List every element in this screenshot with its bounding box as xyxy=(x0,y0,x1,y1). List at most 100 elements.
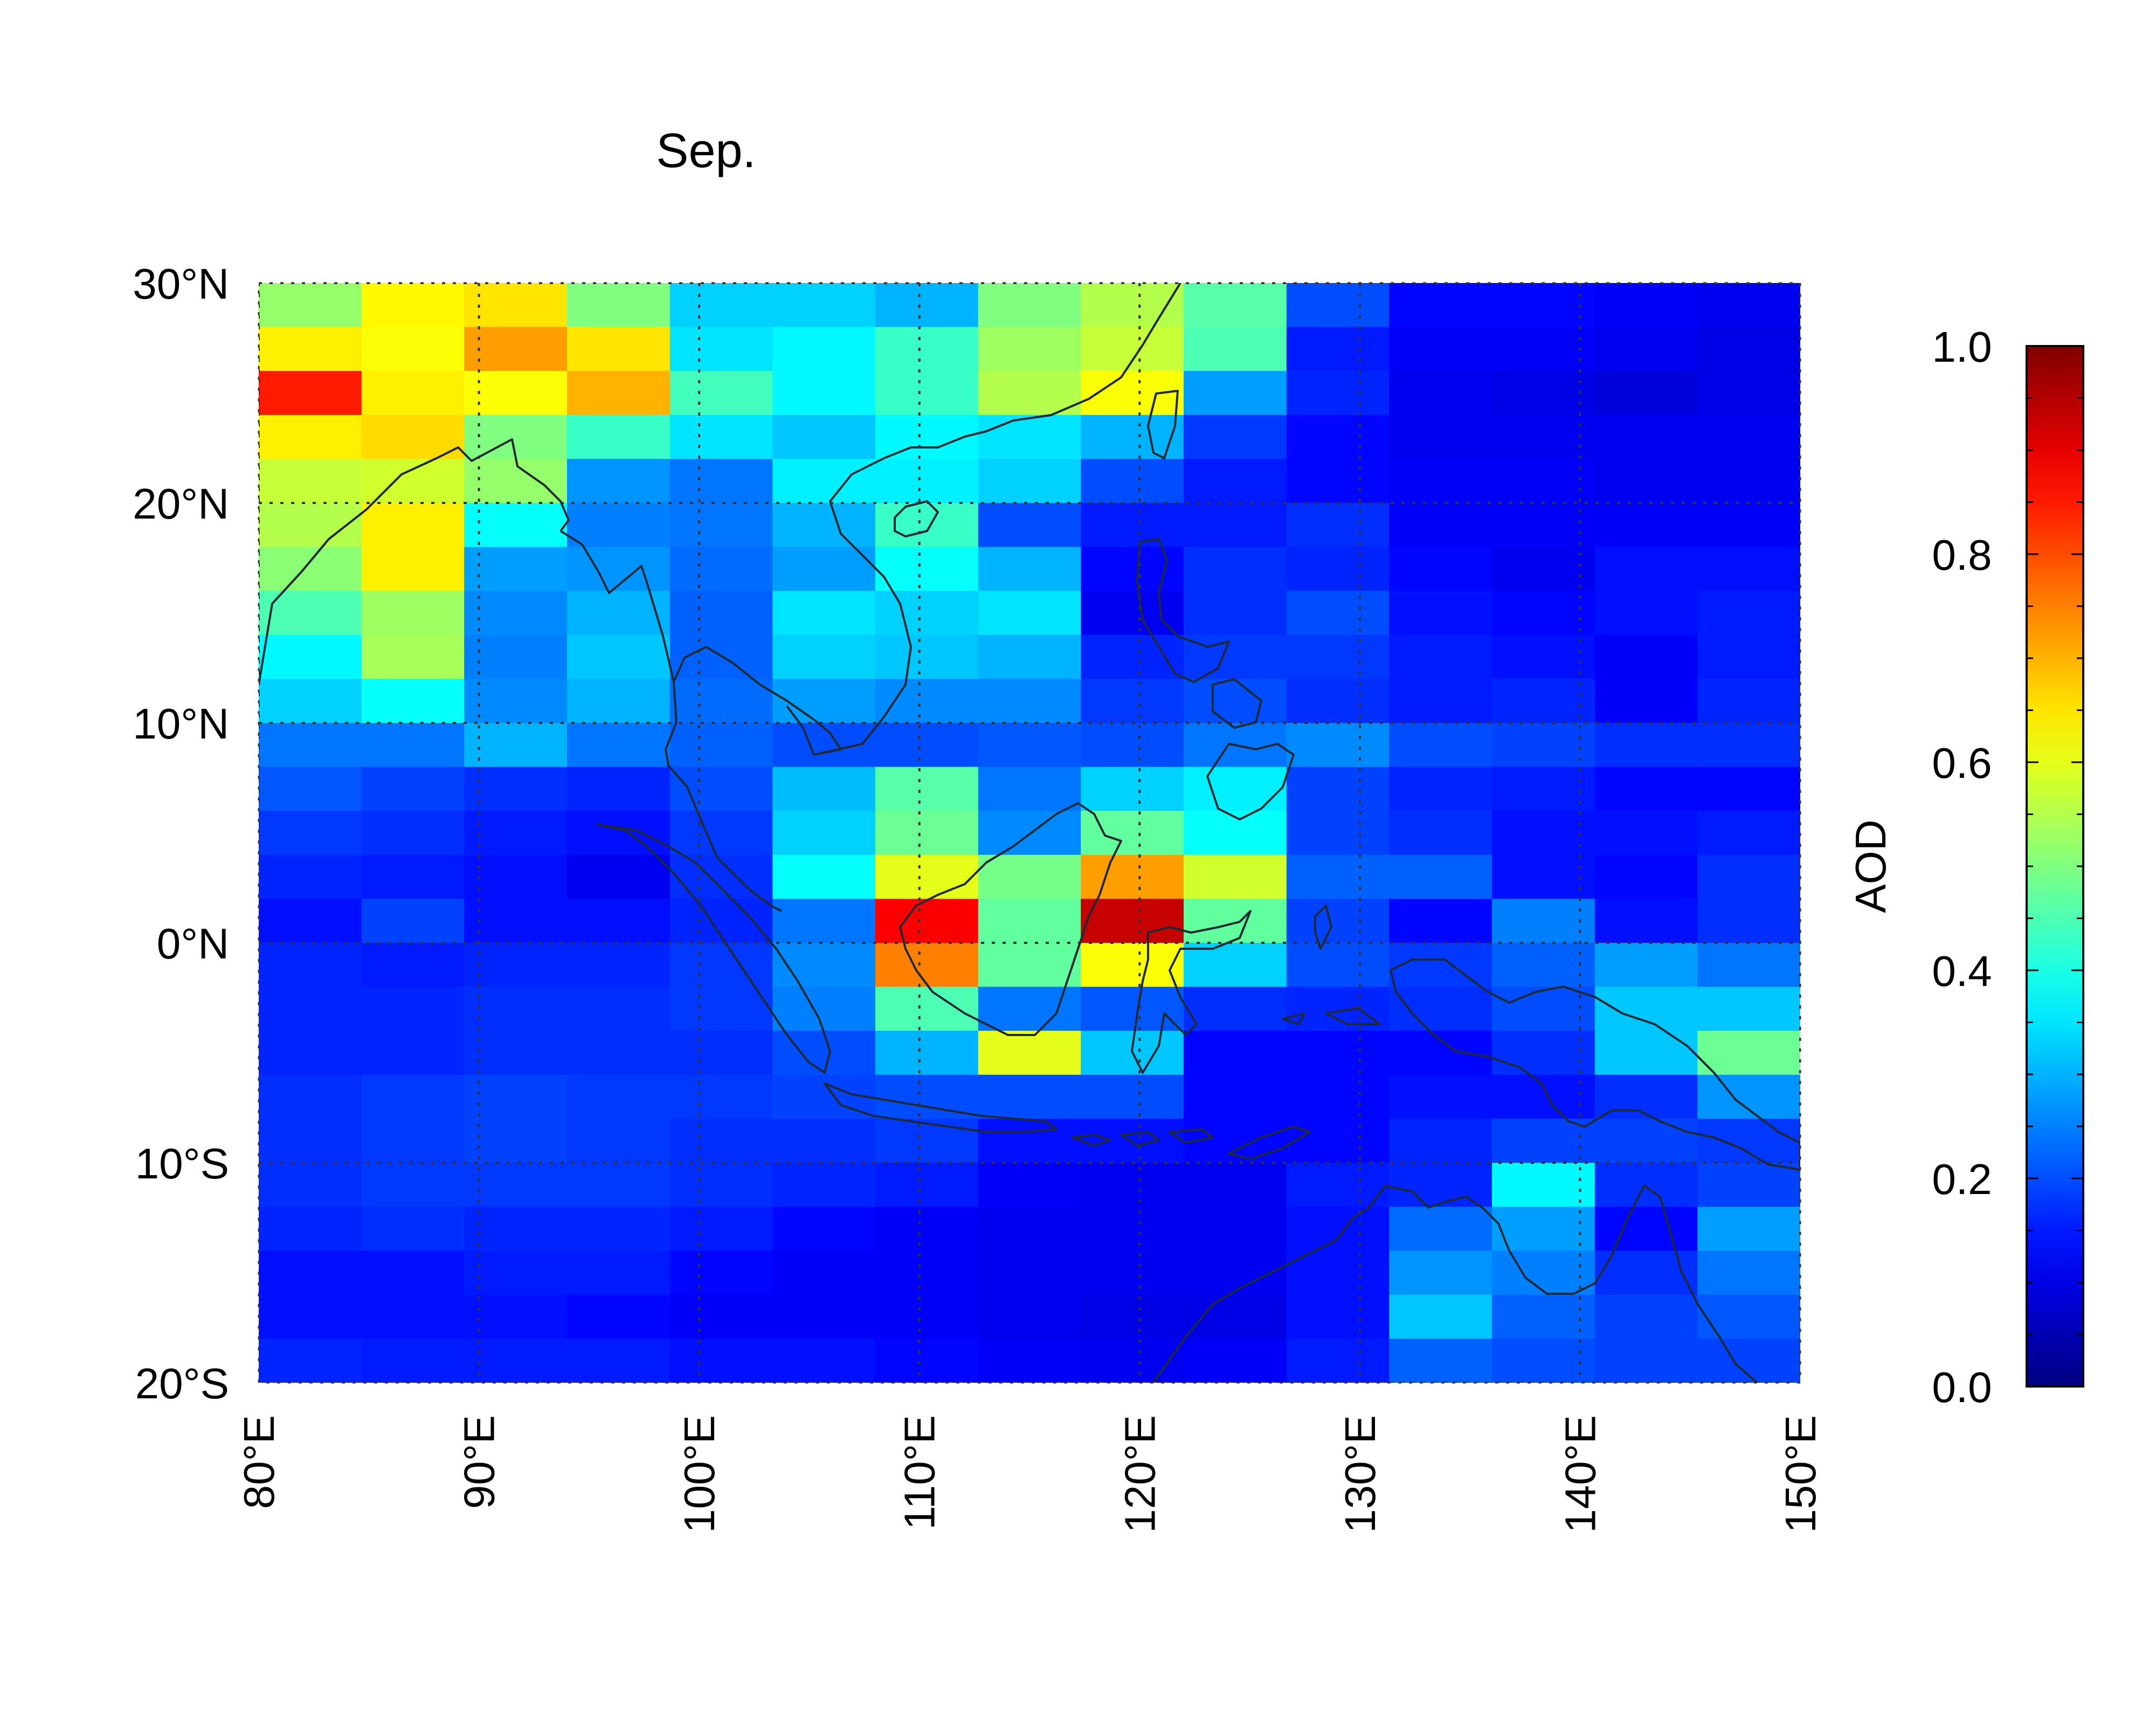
heatmap-cell xyxy=(875,679,979,723)
heatmap-cell xyxy=(1081,679,1184,723)
heatmap-cell xyxy=(1081,767,1184,811)
heatmap-cell xyxy=(1286,1031,1390,1075)
heatmap-cell xyxy=(361,634,465,680)
heatmap-cell xyxy=(1081,986,1184,1031)
heatmap-cell xyxy=(259,1206,362,1251)
heatmap-cell xyxy=(1492,415,1595,460)
x-tick-label: 150°E xyxy=(1777,1415,1825,1533)
heatmap-cell xyxy=(1286,679,1390,723)
heatmap-cell xyxy=(1697,1251,1800,1295)
heatmap-cell xyxy=(875,723,979,768)
heatmap-cell xyxy=(1492,591,1595,636)
coast-indochina xyxy=(673,283,1181,756)
heatmap-cell xyxy=(1492,899,1595,943)
colorbar-label: AOD xyxy=(1847,819,1895,913)
heatmap-cell xyxy=(361,283,465,328)
heatmap-cell xyxy=(669,1031,773,1075)
heatmap-cell xyxy=(669,1338,773,1383)
heatmap-cell xyxy=(259,1294,362,1340)
heatmap-cell xyxy=(772,459,876,503)
heatmap-cell xyxy=(1697,679,1800,723)
heatmap-cell xyxy=(1184,854,1287,900)
heatmap-cell xyxy=(1184,1294,1287,1340)
heatmap-cell xyxy=(875,283,979,328)
heatmap-cell xyxy=(1492,854,1595,900)
coast-taiwan xyxy=(1147,390,1179,459)
heatmap-cell xyxy=(1184,1031,1287,1075)
heatmap-cell xyxy=(669,1163,773,1208)
grid-lines xyxy=(259,283,1800,1383)
heatmap-cell xyxy=(1594,723,1698,768)
colorbar-tick-labels: 0.0 0.2 0.4 0.6 0.8 1.0 xyxy=(1932,323,1992,1411)
heatmap-cell xyxy=(567,767,671,811)
heatmap-cell xyxy=(978,1119,1081,1163)
coast-hainan xyxy=(894,500,939,537)
heatmap-cell xyxy=(1389,899,1492,943)
heatmap-cell xyxy=(669,547,773,591)
heatmap-cell xyxy=(464,591,568,636)
heatmap-cell xyxy=(1697,459,1800,503)
heatmap-cell xyxy=(259,1251,362,1295)
colorbar-tick-label: 1.0 xyxy=(1932,323,1992,371)
heatmap-cell xyxy=(567,283,671,328)
heatmap-cell xyxy=(978,283,1081,328)
heatmap-cell xyxy=(1697,943,1800,988)
heatmap-cell xyxy=(361,1251,465,1295)
heatmap-cell xyxy=(1697,1294,1800,1340)
heatmap-cell xyxy=(772,283,876,328)
heatmap-cell xyxy=(464,854,568,900)
heatmap-cell xyxy=(875,811,979,855)
heatmap-cell xyxy=(1286,415,1390,460)
heatmap-cell xyxy=(1184,767,1287,811)
heatmap-cell xyxy=(772,943,876,988)
heatmap-cell xyxy=(1492,1338,1595,1383)
heatmap-cell xyxy=(978,943,1081,988)
heatmap-cell xyxy=(1492,767,1595,811)
heatmap-cell xyxy=(259,767,362,811)
heatmap-cell xyxy=(361,591,465,636)
heatmap-cell xyxy=(567,415,671,460)
heatmap-cell xyxy=(978,899,1081,943)
heatmap-cell xyxy=(464,943,568,988)
colorbar-tick-label: 0.0 xyxy=(1932,1363,1992,1411)
heatmap-cell xyxy=(1594,1251,1698,1295)
heatmap-cell xyxy=(1081,899,1184,943)
heatmap-cell xyxy=(259,371,362,416)
heatmap-cell xyxy=(1594,854,1698,900)
heatmap-cell xyxy=(669,1119,773,1163)
heatmap-cell xyxy=(1184,415,1287,460)
heatmap-cell xyxy=(361,1031,465,1075)
heatmap-cell xyxy=(772,1294,876,1340)
heatmap-cell xyxy=(875,767,979,811)
heatmap-cell xyxy=(1697,854,1800,900)
heatmap-cell xyxy=(772,1251,876,1295)
heatmap-cell xyxy=(567,1074,671,1120)
heatmap-cell xyxy=(1184,899,1287,943)
heatmap-cell xyxy=(1594,1119,1698,1163)
heatmap-cell xyxy=(259,327,362,371)
heatmap-cell xyxy=(464,1163,568,1208)
y-tick-label: 30°N xyxy=(133,260,229,308)
heatmap-cell xyxy=(1492,459,1595,503)
heatmap-cell xyxy=(1184,591,1287,636)
heatmap-cell xyxy=(1389,1074,1492,1120)
heatmap-cell xyxy=(1492,1031,1595,1075)
heatmap-cell xyxy=(1492,634,1595,680)
x-tick-label: 100°E xyxy=(675,1415,723,1533)
heatmap-cell xyxy=(259,1163,362,1208)
heatmap-cell xyxy=(772,811,876,855)
heatmap-cell xyxy=(1697,327,1800,371)
heatmap-cell xyxy=(1081,327,1184,371)
colorbar-tick-label: 0.8 xyxy=(1932,531,1992,579)
heatmap-cell xyxy=(361,811,465,855)
heatmap-cell xyxy=(669,679,773,723)
heatmap-cell xyxy=(1492,503,1595,548)
heatmap-cell xyxy=(1286,811,1390,855)
heatmap-cell xyxy=(259,547,362,591)
heatmap-cell xyxy=(361,459,465,503)
heatmap-cell xyxy=(567,591,671,636)
heatmap-cell xyxy=(1594,1294,1698,1340)
heatmap-cell xyxy=(464,327,568,371)
heatmap-cell xyxy=(567,1163,671,1208)
heatmap-cell xyxy=(464,1074,568,1120)
